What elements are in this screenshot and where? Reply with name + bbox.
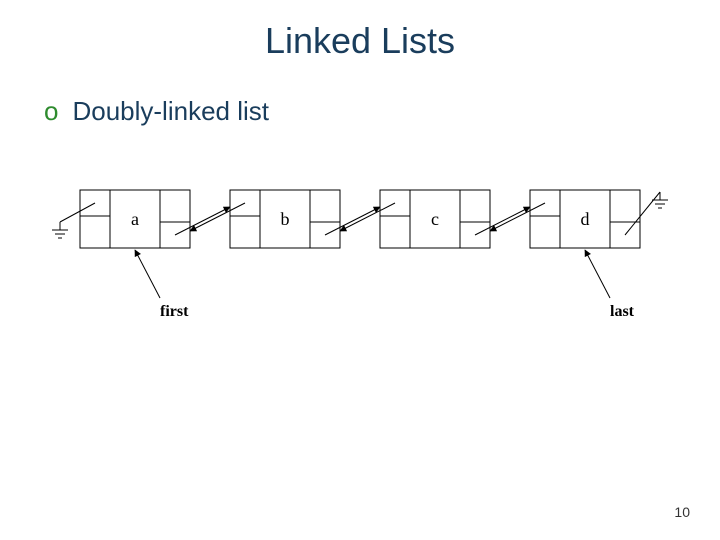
- svg-text:a: a: [131, 209, 139, 229]
- bullet-marker: o: [44, 96, 58, 127]
- svg-text:last: last: [610, 303, 635, 320]
- bullet-item: o Doubly-linked list: [44, 96, 269, 127]
- page-number: 10: [674, 504, 690, 520]
- svg-text:b: b: [281, 209, 290, 229]
- svg-text:first: first: [160, 303, 189, 320]
- svg-text:d: d: [581, 209, 590, 229]
- slide-title: Linked Lists: [0, 20, 720, 62]
- svg-text:c: c: [431, 209, 439, 229]
- bullet-text: Doubly-linked list: [72, 96, 269, 127]
- doubly-linked-list-diagram: a b c d first last: [30, 170, 690, 340]
